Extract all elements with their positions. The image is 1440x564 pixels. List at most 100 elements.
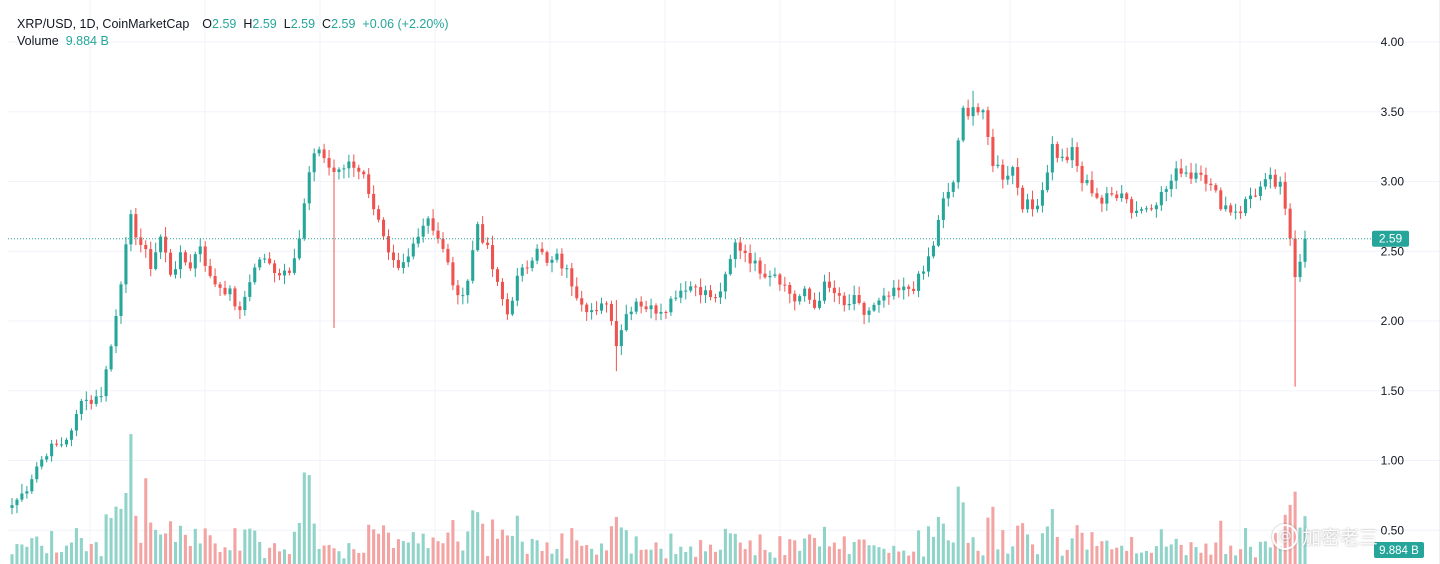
- volume-bar: [1026, 534, 1030, 564]
- volume-bar: [674, 554, 678, 564]
- candle-body: [25, 491, 29, 494]
- candle-body: [149, 249, 153, 269]
- candle-body: [1283, 181, 1287, 209]
- volume-bar: [139, 542, 143, 564]
- candle-body: [981, 110, 985, 113]
- watermark-text: 加密老三: [1302, 527, 1379, 549]
- candle-body: [99, 396, 103, 398]
- volume-bar: [946, 540, 950, 564]
- candle-body: [139, 237, 143, 245]
- volume-bar: [951, 542, 955, 564]
- candle-body: [476, 224, 480, 251]
- candle-body: [827, 281, 831, 288]
- volume-bar: [104, 514, 108, 564]
- volume-bar: [292, 531, 296, 564]
- candle-body: [659, 311, 663, 314]
- price-badge-label: 2.59: [1379, 232, 1403, 246]
- candle-body: [505, 299, 509, 315]
- candle-body: [1080, 166, 1084, 184]
- candle-body: [1239, 211, 1243, 214]
- volume-bar: [1164, 546, 1168, 564]
- candle-body: [718, 291, 722, 298]
- candle-body: [550, 259, 554, 263]
- candle-body: [15, 499, 19, 506]
- candle-body: [416, 236, 420, 244]
- volume-bar: [1169, 544, 1173, 564]
- volume-bar: [723, 528, 727, 564]
- candle-body: [362, 171, 366, 175]
- volume-bar: [580, 545, 584, 564]
- candle-body: [1169, 180, 1173, 190]
- candle-body: [1095, 193, 1099, 198]
- candle-body: [372, 193, 376, 210]
- volume-bar: [718, 549, 722, 564]
- candle-body: [154, 252, 158, 269]
- candle-body: [704, 290, 708, 296]
- volume-bar: [699, 540, 703, 564]
- candle-body: [238, 306, 242, 311]
- candle-body: [302, 203, 306, 239]
- volume-bar: [466, 531, 470, 564]
- candle-body: [84, 399, 88, 401]
- volume-bar: [401, 541, 405, 564]
- y-tick-label: 1.00: [1381, 454, 1405, 468]
- candle-body: [946, 191, 950, 199]
- candle-body: [386, 236, 391, 253]
- volume-bar: [540, 551, 544, 564]
- candle-body: [654, 305, 658, 314]
- volume-bar: [575, 540, 579, 564]
- candle-body: [936, 219, 940, 246]
- candle-body: [912, 288, 916, 291]
- volume-bar: [20, 544, 24, 564]
- candle-body: [1224, 205, 1228, 210]
- volume-bar: [1174, 538, 1178, 564]
- close-value: 2.59: [331, 17, 356, 31]
- volume-bar: [1234, 555, 1238, 564]
- volume-bar: [614, 516, 618, 564]
- candle-body: [560, 253, 564, 269]
- candle-body: [1234, 211, 1238, 213]
- volume-bar: [1224, 554, 1228, 564]
- volume-bar: [545, 542, 549, 564]
- volume-bar: [793, 540, 797, 564]
- volume-bar: [783, 555, 787, 564]
- volume-bar: [941, 523, 945, 564]
- volume-bar: [1055, 536, 1059, 564]
- volume-bar: [1154, 546, 1158, 564]
- candle-body: [1135, 210, 1139, 213]
- candle-body: [768, 275, 772, 278]
- volume-bar: [193, 528, 197, 564]
- candle-body: [1189, 172, 1193, 179]
- candle-body: [1229, 205, 1233, 213]
- volume-bar: [590, 548, 594, 564]
- candle-body: [79, 400, 83, 414]
- candle-body: [1060, 156, 1064, 158]
- volume-bar: [1065, 549, 1069, 564]
- candle-body: [357, 167, 361, 172]
- volume-bar: [1144, 550, 1149, 564]
- volume-bar: [837, 549, 841, 564]
- candle-body: [510, 300, 514, 315]
- volume-bar: [411, 532, 415, 564]
- volume-bar: [654, 542, 658, 564]
- volume-bar: [1273, 532, 1277, 564]
- candle-body: [728, 259, 732, 275]
- candle-body: [1040, 190, 1044, 206]
- volume-bar: [1060, 555, 1064, 564]
- candle-body: [857, 295, 861, 303]
- candle-body: [119, 284, 123, 316]
- candle-body: [307, 172, 311, 204]
- volume-bar: [441, 543, 445, 564]
- candle-body: [411, 243, 415, 257]
- candle-body: [545, 252, 549, 263]
- candle-body: [966, 107, 970, 117]
- volume-bar: [565, 558, 569, 564]
- volume-bar: [550, 553, 554, 564]
- candle-body: [164, 236, 168, 253]
- volume-bar: [1125, 550, 1129, 564]
- candle-body: [406, 256, 410, 263]
- volume-bar: [500, 529, 504, 564]
- volume-bar: [149, 522, 153, 564]
